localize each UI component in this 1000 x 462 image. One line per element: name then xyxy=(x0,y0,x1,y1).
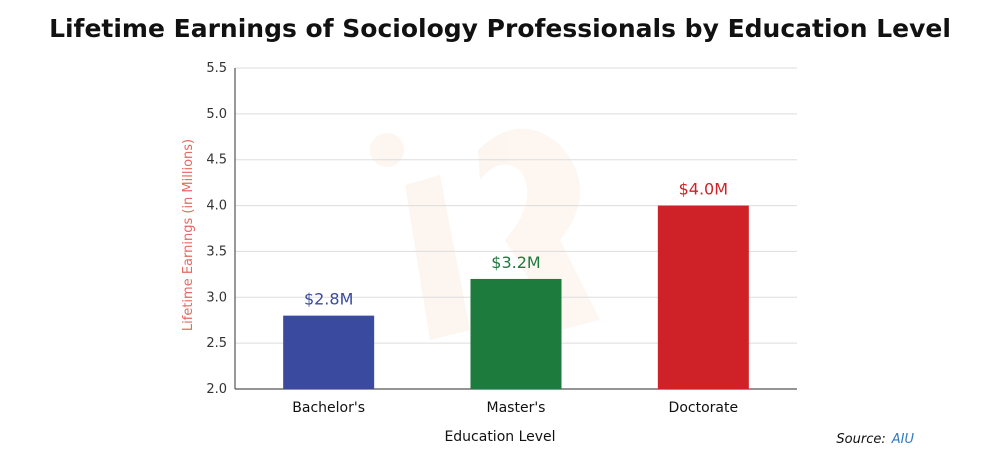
source-value: AIU xyxy=(891,432,914,447)
data-label: $2.8M xyxy=(304,290,353,309)
bar xyxy=(657,205,749,389)
y-tick-label: 5.0 xyxy=(206,107,227,122)
x-tick-label: Master's xyxy=(487,400,546,416)
x-tick-label: Doctorate xyxy=(669,400,739,416)
x-tick-label: Bachelor's xyxy=(292,400,365,416)
y-tick-label: 4.5 xyxy=(206,153,227,168)
bar xyxy=(470,278,562,389)
watermark-logo xyxy=(370,128,600,340)
y-tick-label: 5.5 xyxy=(206,61,227,76)
source-note: Source: AIU xyxy=(836,432,914,447)
y-tick-label: 4.0 xyxy=(206,199,227,214)
y-tick-label: 2.5 xyxy=(206,336,227,351)
x-axis-label: Education Level xyxy=(444,429,555,445)
chart-title: Lifetime Earnings of Sociology Professio… xyxy=(49,14,951,43)
source-label: Source: xyxy=(836,432,886,447)
y-axis-label: Lifetime Earnings (in Millions) xyxy=(181,139,196,331)
y-tick-label: 3.0 xyxy=(206,290,227,305)
y-tick-label: 2.0 xyxy=(206,382,227,397)
data-label: $4.0M xyxy=(679,180,728,199)
bar xyxy=(283,315,375,389)
data-label: $3.2M xyxy=(491,253,540,272)
y-tick-label: 3.5 xyxy=(206,244,227,259)
